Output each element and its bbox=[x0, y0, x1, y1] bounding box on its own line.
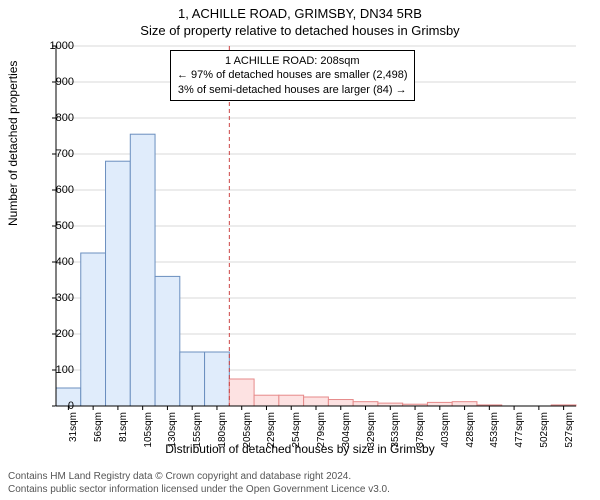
title-main: 1, ACHILLE ROAD, GRIMSBY, DN34 5RB bbox=[0, 0, 600, 21]
footer-line2: Contains public sector information licen… bbox=[8, 483, 390, 496]
y-tick-label: 0 bbox=[68, 400, 74, 412]
y-tick-label: 100 bbox=[56, 364, 74, 376]
y-tick-label: 1000 bbox=[50, 40, 74, 52]
y-tick-label: 700 bbox=[56, 148, 74, 160]
y-axis-label: Number of detached properties bbox=[6, 61, 20, 226]
y-tick-label: 200 bbox=[56, 328, 74, 340]
y-tick-label: 500 bbox=[56, 220, 74, 232]
y-tick-label: 900 bbox=[56, 76, 74, 88]
callout-line1: 1 ACHILLE ROAD: 208sqm bbox=[177, 54, 408, 68]
y-tick-label: 800 bbox=[56, 112, 74, 124]
y-tick-label: 300 bbox=[56, 292, 74, 304]
footer-line1: Contains HM Land Registry data © Crown c… bbox=[8, 470, 390, 483]
y-tick-label: 600 bbox=[56, 184, 74, 196]
callout-line2: ← 97% of detached houses are smaller (2,… bbox=[177, 68, 408, 82]
callout-box: 1 ACHILLE ROAD: 208sqm ← 97% of detached… bbox=[170, 50, 415, 101]
callout-line3: 3% of semi-detached houses are larger (8… bbox=[177, 83, 408, 97]
title-sub: Size of property relative to detached ho… bbox=[0, 21, 600, 38]
y-tick-label: 400 bbox=[56, 256, 74, 268]
x-axis-label: Distribution of detached houses by size … bbox=[0, 442, 600, 456]
chart-container: 1, ACHILLE ROAD, GRIMSBY, DN34 5RB Size … bbox=[0, 0, 600, 500]
footer-attribution: Contains HM Land Registry data © Crown c… bbox=[8, 470, 390, 496]
